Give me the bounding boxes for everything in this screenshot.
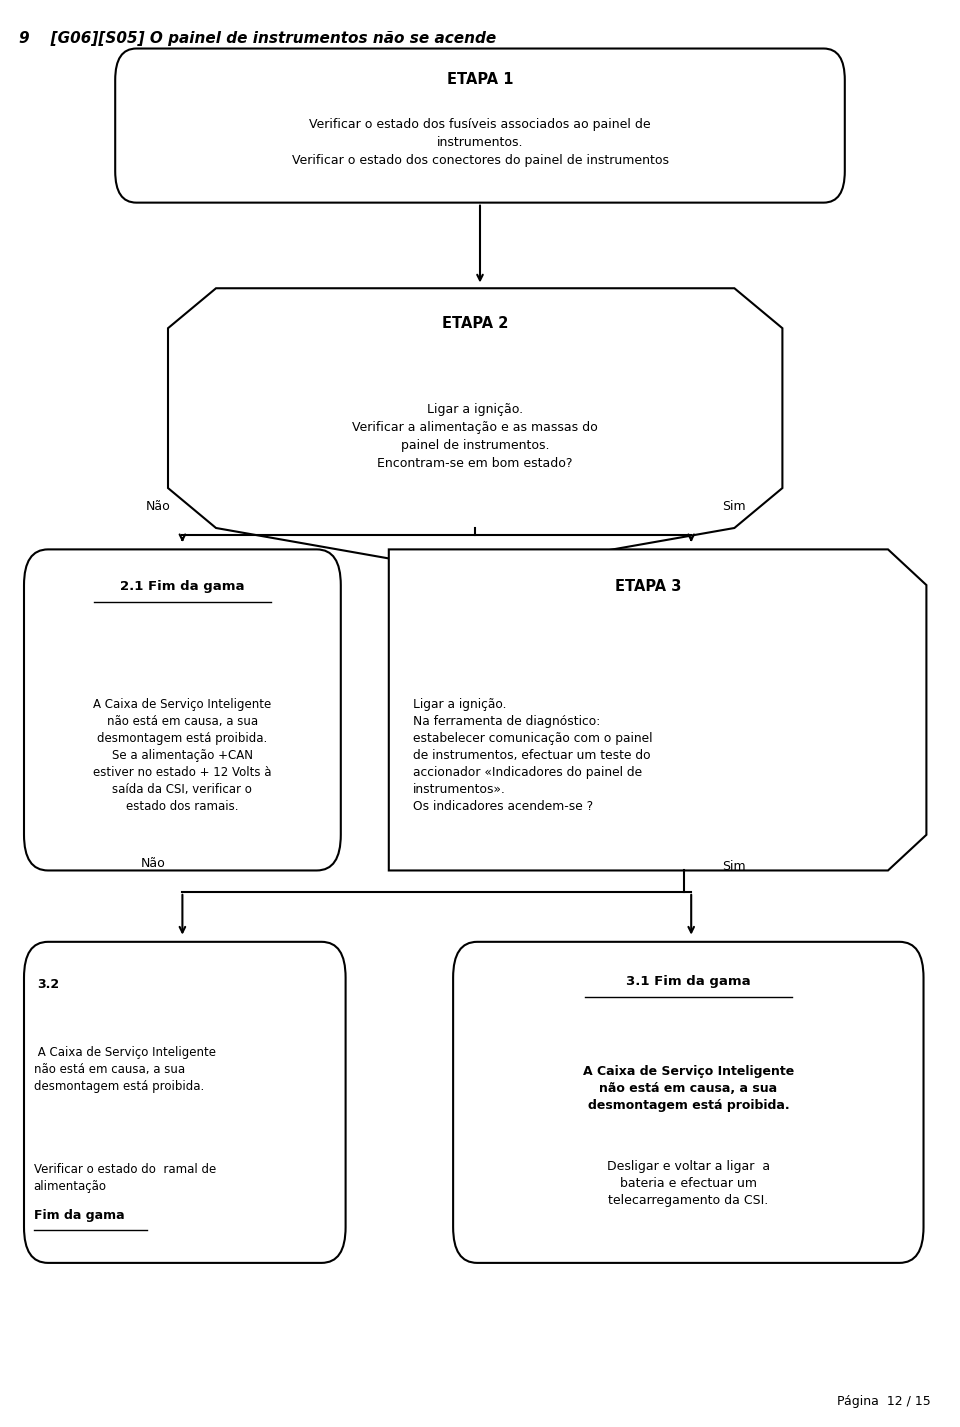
Polygon shape [389, 549, 926, 870]
Text: ETAPA 1: ETAPA 1 [446, 73, 514, 87]
Text: 9    [G06][S05] O painel de instrumentos não se acende: 9 [G06][S05] O painel de instrumentos nã… [19, 31, 496, 47]
Text: Desligar e voltar a ligar  a
bateria e efectuar um
telecarregamento da CSI.: Desligar e voltar a ligar a bateria e ef… [607, 1160, 770, 1207]
Text: Ligar a ignição.
Na ferramenta de diagnóstico:
estabelecer comunicação com o pai: Ligar a ignição. Na ferramenta de diagnó… [413, 698, 652, 813]
Text: ETAPA 3: ETAPA 3 [614, 579, 682, 594]
Text: Verificar o estado dos fusíveis associados ao painel de
instrumentos.
Verificar : Verificar o estado dos fusíveis associad… [292, 118, 668, 167]
Text: A Caixa de Serviço Inteligente
não está em causa, a sua
desmontagem está proibid: A Caixa de Serviço Inteligente não está … [34, 1046, 216, 1093]
Text: Sim: Sim [723, 859, 746, 873]
Text: Não: Não [141, 856, 166, 870]
Text: Verificar o estado do  ramal de
alimentação: Verificar o estado do ramal de alimentaç… [34, 1163, 216, 1193]
Text: A Caixa de Serviço Inteligente
não está em causa, a sua
desmontagem está proibid: A Caixa de Serviço Inteligente não está … [583, 1065, 794, 1112]
Text: Fim da gama: Fim da gama [34, 1209, 124, 1223]
Text: 3.2: 3.2 [37, 977, 60, 992]
Text: Página  12 / 15: Página 12 / 15 [837, 1396, 931, 1408]
FancyBboxPatch shape [24, 549, 341, 870]
Text: Não: Não [146, 499, 171, 514]
Text: 3.1 Fim da gama: 3.1 Fim da gama [626, 975, 751, 989]
FancyBboxPatch shape [453, 942, 924, 1263]
Polygon shape [168, 288, 782, 574]
Text: Sim: Sim [723, 499, 746, 514]
Text: 2.1 Fim da gama: 2.1 Fim da gama [120, 579, 245, 594]
FancyBboxPatch shape [24, 942, 346, 1263]
Text: Ligar a ignição.
Verificar a alimentação e as massas do
painel de instrumentos.
: Ligar a ignição. Verificar a alimentação… [352, 404, 598, 469]
Text: ETAPA 2: ETAPA 2 [442, 317, 509, 331]
FancyBboxPatch shape [115, 49, 845, 203]
Text: A Caixa de Serviço Inteligente
não está em causa, a sua
desmontagem está proibid: A Caixa de Serviço Inteligente não está … [93, 698, 272, 813]
